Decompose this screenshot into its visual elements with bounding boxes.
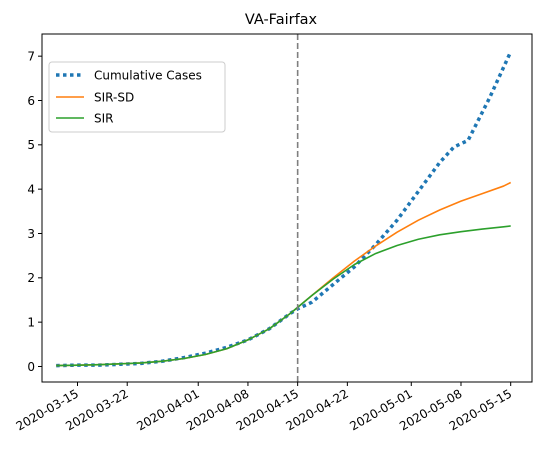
chart-title: VA-Fairfax	[245, 12, 318, 28]
y-tick-label: 5	[27, 138, 35, 152]
series-line-sir	[56, 225, 511, 367]
y-axis: 0 1 2 3 4 5 6 7	[27, 49, 42, 374]
legend-box	[48, 61, 226, 133]
series-layer	[56, 51, 513, 368]
y-tick-label: 2	[27, 271, 35, 285]
legend-label-sir: SIR	[94, 112, 114, 126]
legend-label-cumulative-cases: Cumulative Cases	[94, 69, 202, 83]
y-tick-label: 1	[27, 315, 35, 329]
y-tick-label: 7	[27, 49, 35, 63]
legend: Cumulative Cases SIR-SD SIR	[48, 61, 226, 133]
legend-label-sir-sd: SIR-SD	[94, 91, 134, 105]
y-tick-label: 6	[27, 94, 35, 108]
y-tick-label: 4	[27, 182, 35, 196]
series-line-cumulative-cases	[56, 51, 513, 368]
y-tick-label: 0	[27, 360, 35, 374]
axes-frame	[41, 33, 533, 383]
y-tick-label: 3	[27, 227, 35, 241]
